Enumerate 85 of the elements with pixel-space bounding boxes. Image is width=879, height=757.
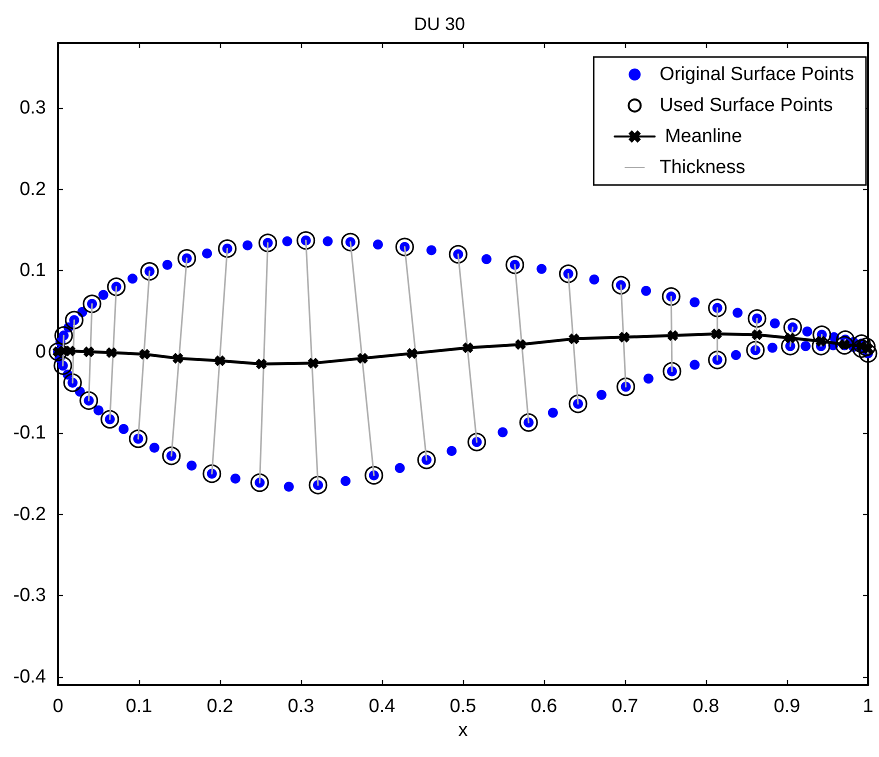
x-tick-label: 0 — [52, 696, 64, 717]
x-tick-label: 0.9 — [774, 696, 800, 717]
point — [467, 432, 486, 452]
point — [308, 358, 318, 368]
x-tick-label: 0.1 — [126, 696, 152, 717]
point — [662, 362, 682, 381]
point — [364, 466, 384, 485]
point — [568, 334, 579, 344]
x-tick-label: 0.5 — [450, 696, 476, 717]
y-tick-label: -0.4 — [13, 666, 46, 688]
x-tick-label: 0.6 — [530, 696, 558, 717]
point — [783, 318, 802, 337]
point — [140, 262, 159, 281]
y-tick-label: -0.1 — [13, 422, 46, 444]
y-tick-label: -0.2 — [13, 504, 46, 525]
point — [140, 349, 150, 360]
x-tick-label: 0.8 — [692, 696, 720, 717]
point — [836, 330, 855, 349]
point — [516, 339, 526, 350]
point — [84, 346, 94, 357]
point — [172, 353, 183, 364]
point — [857, 338, 876, 356]
point — [462, 342, 473, 353]
point — [79, 391, 98, 410]
point — [858, 344, 878, 363]
point — [162, 446, 181, 466]
point — [619, 332, 630, 342]
point — [54, 356, 72, 375]
point — [250, 473, 269, 492]
point — [506, 256, 524, 274]
point — [215, 356, 225, 366]
point — [708, 298, 727, 318]
point — [448, 244, 468, 264]
point — [128, 429, 148, 448]
chart-title: DU 30 — [414, 14, 466, 34]
point — [616, 377, 636, 396]
point — [218, 239, 237, 258]
point — [258, 234, 278, 252]
point — [308, 476, 328, 494]
point — [559, 264, 578, 284]
point — [65, 346, 76, 356]
point — [712, 328, 722, 339]
point — [358, 353, 368, 364]
point — [48, 342, 68, 362]
point — [178, 249, 196, 268]
point — [568, 394, 588, 414]
point — [746, 340, 765, 360]
point — [296, 231, 316, 250]
point — [341, 232, 360, 252]
point — [708, 350, 727, 370]
legend-label: Thickness — [660, 157, 746, 178]
point — [519, 413, 538, 432]
x-tick-label: 0.4 — [368, 696, 396, 717]
point — [406, 348, 417, 358]
point — [612, 276, 630, 294]
x-tick-label: 1 — [862, 696, 874, 717]
point — [202, 464, 222, 484]
point — [106, 348, 116, 358]
x-tick-label: 0.7 — [612, 696, 638, 717]
legend-label: Used Surface Points — [660, 95, 833, 116]
point — [256, 359, 266, 369]
point — [395, 238, 414, 256]
point — [785, 332, 796, 343]
x-tick-label: 0.3 — [288, 696, 314, 717]
y-tick-label: 0.2 — [20, 178, 46, 200]
y-tick-label: 0.3 — [20, 98, 46, 119]
point — [752, 330, 762, 340]
point — [668, 330, 678, 341]
y-tick-label: 0 — [35, 341, 46, 362]
point — [107, 278, 126, 296]
y-tick-label: -0.3 — [13, 585, 46, 606]
point — [417, 450, 436, 470]
y-tick-label: 0.1 — [20, 260, 46, 282]
x-tick-label: 0.2 — [206, 696, 234, 717]
point — [662, 287, 680, 306]
legend-label: Meanline — [660, 126, 742, 147]
point — [748, 309, 766, 328]
point — [812, 336, 830, 356]
point — [82, 294, 102, 314]
legend-label: Original Surface Points — [660, 64, 854, 85]
point — [852, 339, 871, 358]
point — [100, 410, 120, 429]
point — [835, 336, 854, 355]
point — [780, 336, 800, 356]
x-axis-title: x — [458, 720, 468, 741]
